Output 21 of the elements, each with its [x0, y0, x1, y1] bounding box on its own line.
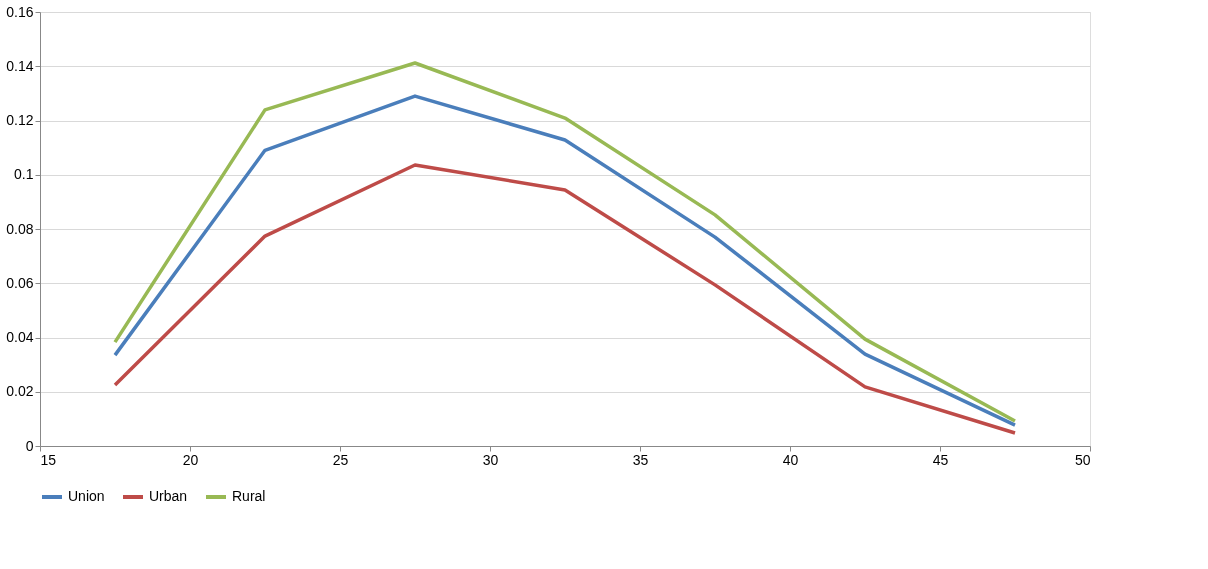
y-tick-label: 0.08	[6, 220, 34, 237]
y-tick-label: 0.14	[6, 57, 34, 74]
x-tick-label: 50	[1074, 451, 1091, 468]
legend-label: Rural	[232, 488, 266, 504]
x-tick-label: 25	[332, 451, 349, 468]
legend-label: Union	[68, 488, 105, 504]
y-tick-label: 0.12	[6, 112, 34, 128]
y-tick-label: 0.16	[6, 3, 34, 20]
x-tick-label: 40	[782, 451, 799, 468]
y-tick-label: 0	[25, 437, 34, 454]
y-tick-label: 0.1	[14, 166, 34, 183]
legend-label: Urban	[149, 488, 188, 504]
y-tick-label: 0.02	[6, 383, 34, 400]
x-tick-label: 45	[932, 451, 949, 468]
line-series	[113, 163, 1017, 435]
x-tick-label: 20	[182, 451, 199, 468]
x-tick-label: 30	[482, 451, 499, 468]
x-tick-label: 15	[40, 451, 57, 468]
y-tick-label: 0.06	[6, 274, 34, 291]
y-tick-label: 0.04	[6, 329, 34, 345]
x-tick-label: 35	[632, 451, 649, 468]
